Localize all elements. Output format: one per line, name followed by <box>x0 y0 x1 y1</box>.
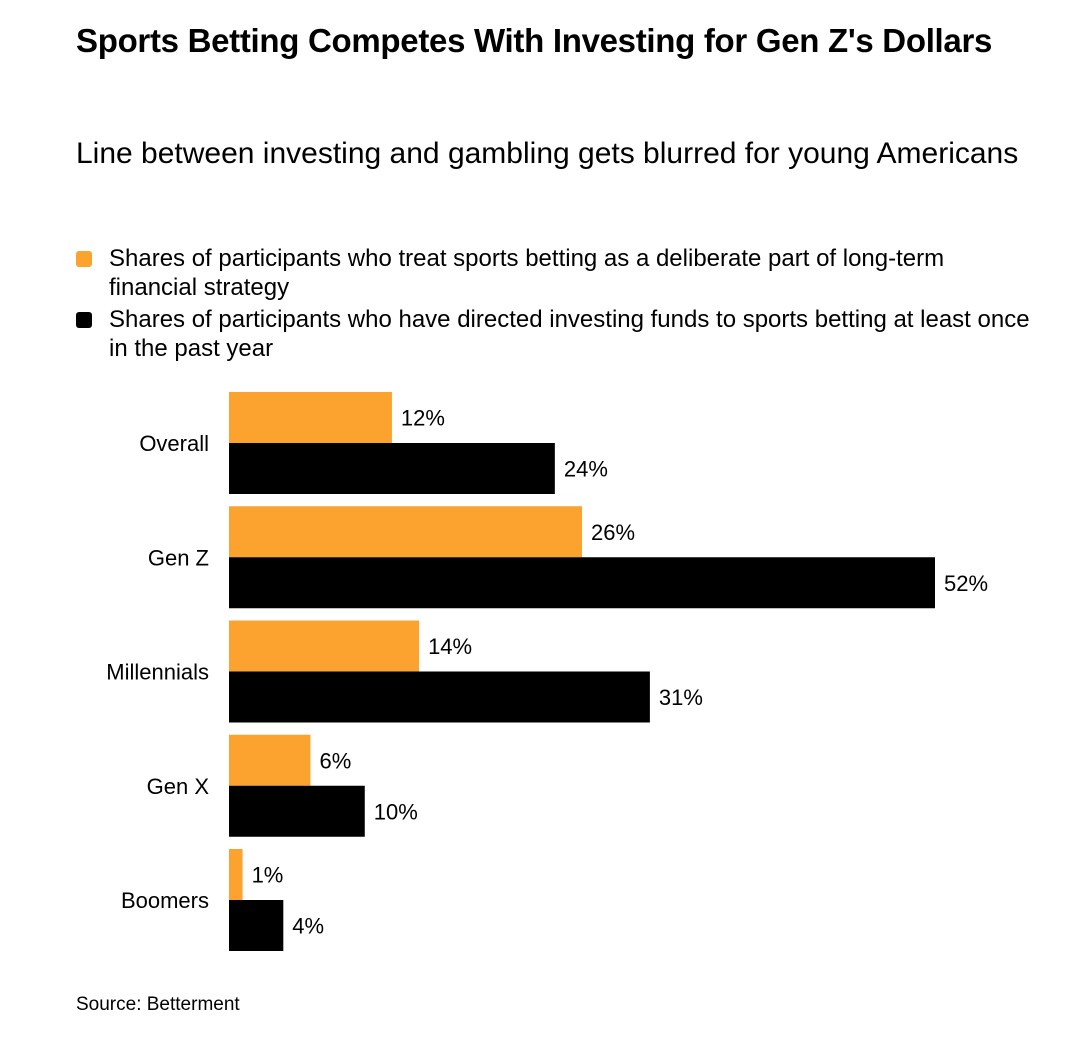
legend-label-directed-funds: Shares of participants who have directed… <box>109 306 1030 362</box>
data-label: 4% <box>292 914 324 939</box>
data-label: 6% <box>319 748 351 773</box>
legend-swatch-black <box>76 312 92 328</box>
bar-strategy <box>229 392 392 443</box>
bar-strategy <box>229 506 582 558</box>
category-label: Gen X <box>147 774 210 799</box>
data-label: 12% <box>401 406 445 431</box>
legend-swatch-orange <box>76 251 92 267</box>
bar-strategy <box>229 849 243 900</box>
data-label: 52% <box>944 571 988 596</box>
data-label: 24% <box>564 457 608 482</box>
chart-title: Sports Betting Competes With Investing f… <box>76 22 993 59</box>
category-label: Millennials <box>106 660 209 685</box>
legend: Shares of participants who treat sports … <box>76 244 1036 366</box>
data-label: 10% <box>374 799 418 824</box>
data-label: 14% <box>428 634 472 659</box>
legend-item-directed-funds: Shares of participants who have directed… <box>76 305 1036 363</box>
bar-directed-funds <box>229 557 935 609</box>
data-label: 26% <box>591 520 635 545</box>
bar-directed-funds <box>229 671 650 723</box>
data-label: 31% <box>659 685 703 710</box>
source-note: Source: Betterment <box>76 994 240 1015</box>
data-label: 1% <box>252 863 284 888</box>
bar-strategy <box>229 620 420 672</box>
category-label: Overall <box>139 431 209 456</box>
bar-chart: Overall 12% 24% Gen Z 26% 52% Millennials 14% 31… <box>106 392 988 951</box>
category-label: Gen Z <box>148 545 209 570</box>
bar-directed-funds <box>229 443 555 494</box>
bar-directed-funds <box>229 785 365 837</box>
bar-strategy <box>229 734 311 786</box>
chart-subtitle: Line between investing and gambling gets… <box>76 137 1019 170</box>
legend-item-strategy: Shares of participants who treat sports … <box>76 244 1036 302</box>
category-label: Boomers <box>121 888 209 913</box>
legend-label-strategy: Shares of participants who treat sports … <box>109 245 945 301</box>
bar-directed-funds <box>229 900 284 951</box>
